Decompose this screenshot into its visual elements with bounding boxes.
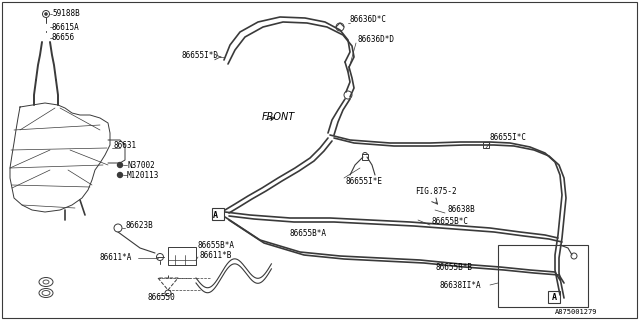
Text: 86655B*B: 86655B*B — [435, 263, 472, 273]
Text: 86655I*D: 86655I*D — [182, 51, 219, 60]
Text: 86636D*C: 86636D*C — [350, 15, 387, 25]
Text: 86631: 86631 — [113, 140, 136, 149]
Text: A: A — [212, 211, 218, 220]
Bar — [498, 245, 588, 307]
Text: 86615A: 86615A — [52, 22, 80, 31]
Text: 86655B*A: 86655B*A — [198, 241, 235, 250]
Text: FIG.875-2: FIG.875-2 — [415, 188, 456, 196]
Text: 866550: 866550 — [148, 293, 176, 302]
Text: 86623B: 86623B — [125, 220, 153, 229]
Text: N37002: N37002 — [127, 161, 155, 170]
Bar — [212, 208, 224, 220]
Text: 59188B: 59188B — [52, 10, 80, 19]
Text: 86655I*C: 86655I*C — [490, 133, 527, 142]
Text: 86611*A: 86611*A — [100, 253, 132, 262]
Circle shape — [118, 163, 122, 167]
Text: 86655B*A: 86655B*A — [290, 228, 327, 237]
Text: 86655I*E: 86655I*E — [345, 178, 382, 187]
Bar — [168, 247, 196, 265]
Text: A: A — [552, 292, 557, 301]
Bar — [483, 142, 489, 148]
Text: A875001279: A875001279 — [555, 309, 598, 315]
Circle shape — [45, 13, 47, 15]
Text: 86655B*C: 86655B*C — [432, 218, 469, 227]
Bar — [362, 154, 368, 160]
Text: 86636D*D: 86636D*D — [358, 36, 395, 44]
Bar — [548, 291, 560, 303]
Text: 86638B: 86638B — [447, 205, 475, 214]
Text: FRONT: FRONT — [262, 112, 295, 122]
Text: 86638II*A: 86638II*A — [440, 281, 482, 290]
Text: 86656: 86656 — [52, 34, 75, 43]
Circle shape — [118, 172, 122, 178]
Text: 86611*B: 86611*B — [200, 251, 232, 260]
Text: M120113: M120113 — [127, 171, 159, 180]
